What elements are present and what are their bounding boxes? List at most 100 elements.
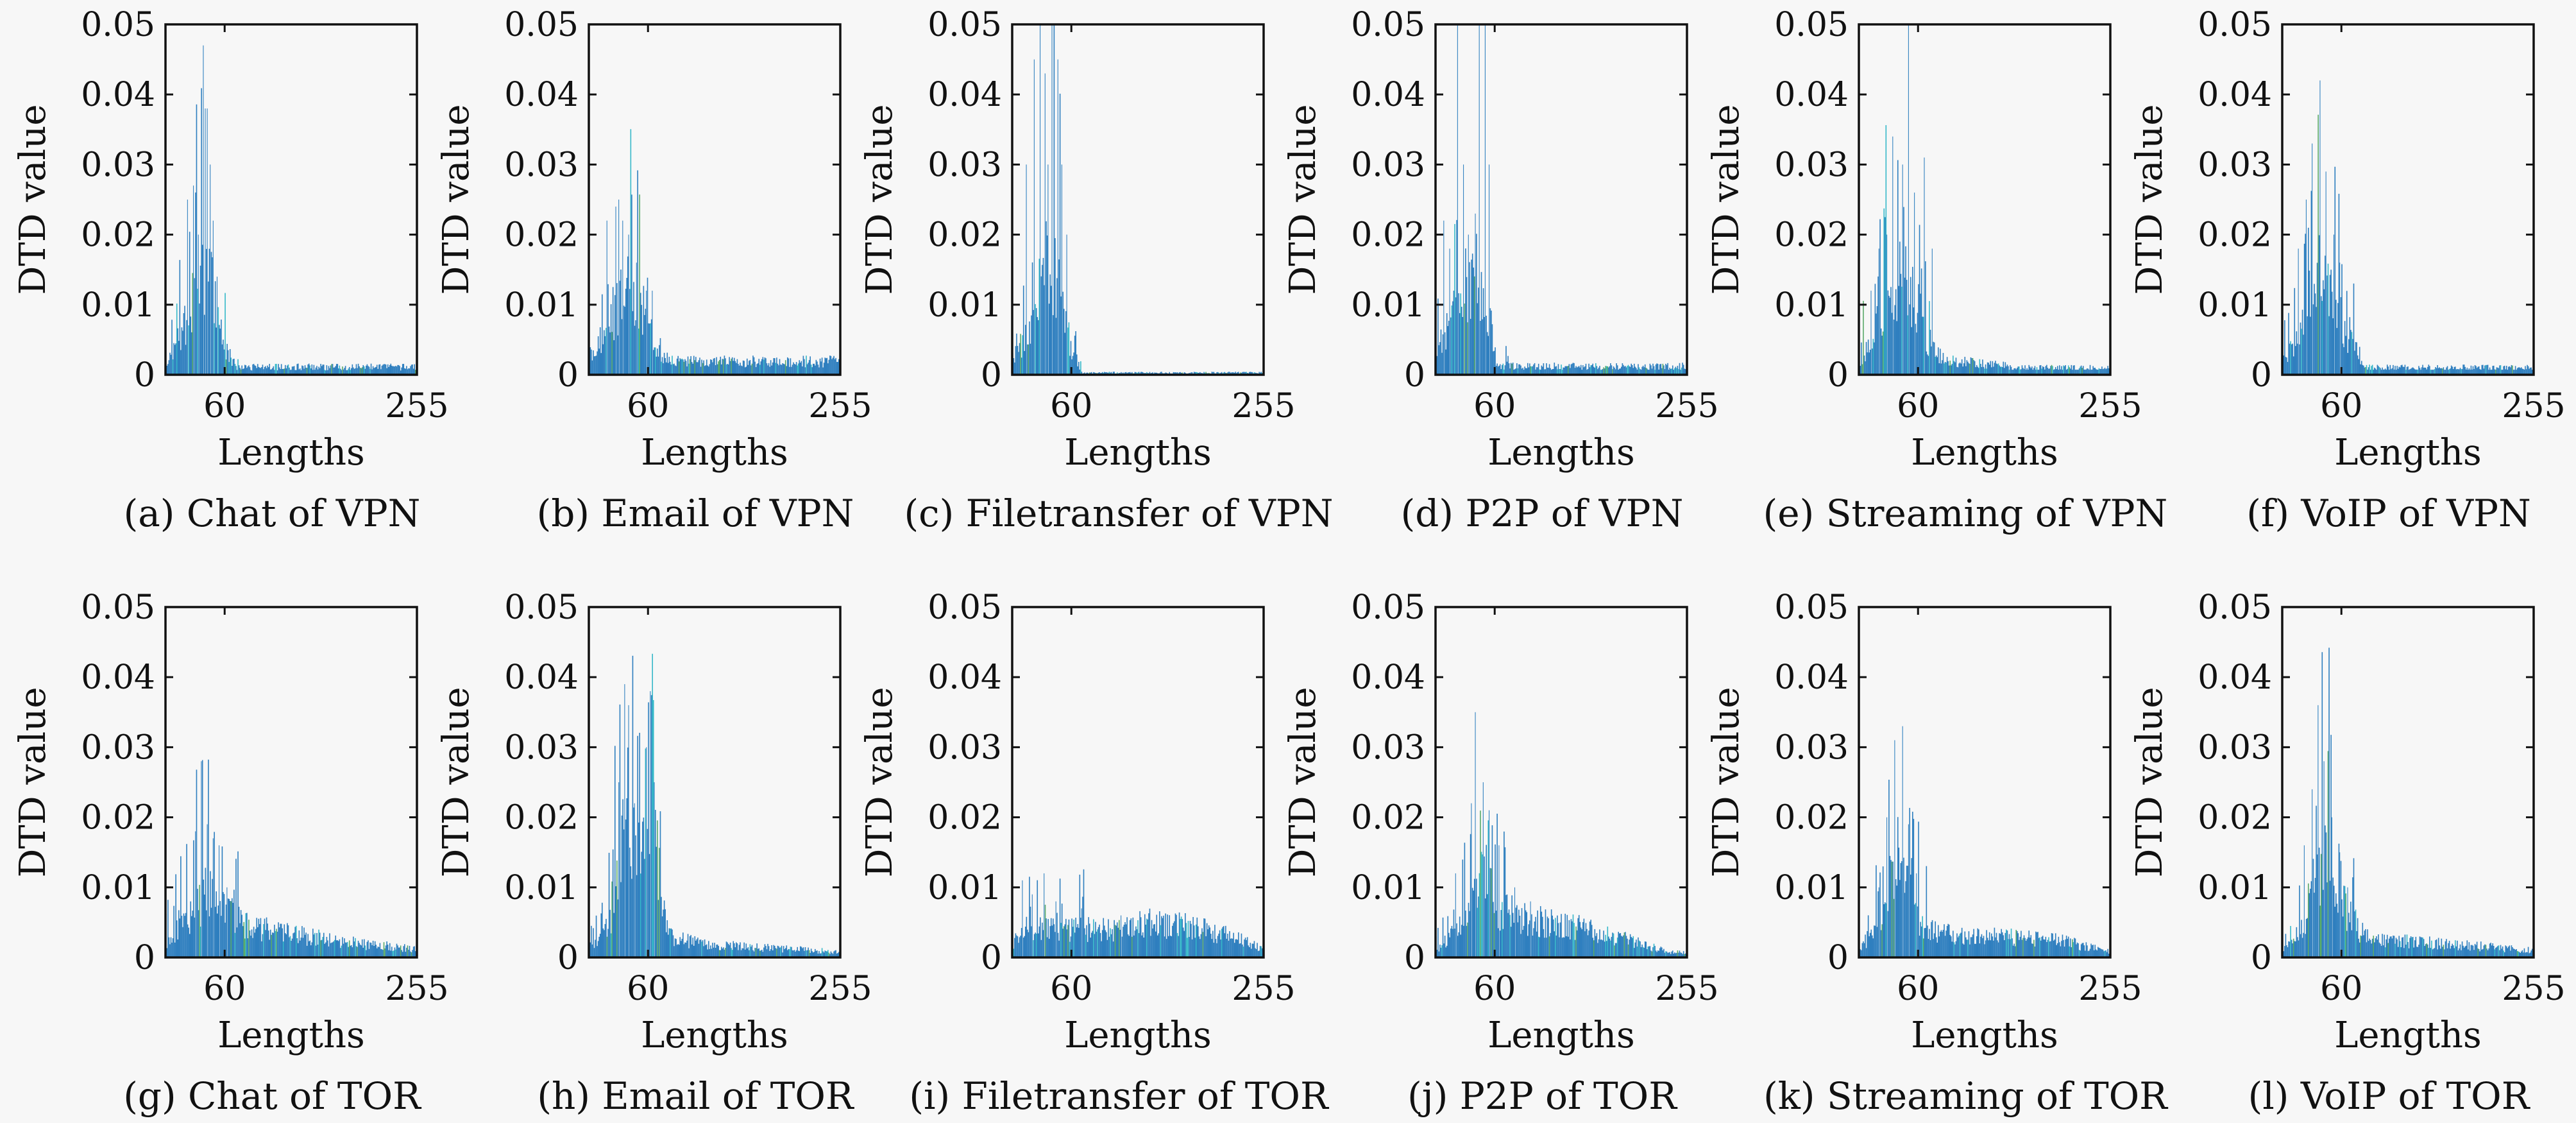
bar-109 — [1543, 929, 1545, 957]
bar-223 — [2078, 368, 2080, 375]
bar-197 — [783, 946, 784, 957]
y-tick-label: 0.01 — [1774, 286, 1849, 325]
bar-59 — [1070, 341, 1072, 375]
bar-185 — [1618, 370, 1619, 375]
bar-86 — [1520, 365, 1521, 375]
bar-135 — [1568, 364, 1570, 375]
bar-202 — [788, 358, 790, 375]
bar-30 — [618, 200, 620, 375]
x-axis-label: Lengths — [1487, 432, 1635, 474]
bar-46 — [210, 907, 212, 957]
bar-97 — [1954, 362, 1956, 375]
x-tick-label: 60 — [627, 970, 669, 1008]
bar-178 — [1611, 365, 1613, 375]
bar-23 — [188, 927, 189, 957]
bar-243 — [2521, 950, 2523, 957]
bar-17 — [182, 927, 183, 957]
bar-3 — [2285, 357, 2287, 375]
bar-77 — [241, 365, 242, 375]
bar-114 — [1124, 372, 1126, 375]
bar-80 — [1090, 372, 1092, 375]
bar-182 — [2038, 938, 2040, 957]
bar-68 — [1079, 874, 1081, 957]
bar-149 — [736, 363, 737, 375]
bar-166 — [2022, 368, 2024, 375]
bar-131 — [718, 361, 719, 375]
bar-182 — [2461, 941, 2463, 957]
bar-33 — [1891, 313, 1893, 375]
bar-177 — [2457, 369, 2458, 375]
bar-140 — [303, 927, 305, 957]
bar-59 — [223, 349, 225, 375]
bar-199 — [2478, 366, 2480, 375]
bar-176 — [1609, 366, 1611, 375]
bar-46 — [1057, 932, 1059, 957]
bar-179 — [2459, 369, 2460, 375]
bar-242 — [2521, 951, 2522, 957]
bar-237 — [1246, 372, 1247, 375]
bar-187 — [2466, 940, 2468, 957]
bar-211 — [797, 947, 798, 957]
bar-73 — [2354, 350, 2355, 375]
bar-19 — [2301, 920, 2302, 957]
bar-134 — [1567, 936, 1569, 957]
bar-114 — [701, 941, 702, 957]
bar-65 — [652, 350, 654, 375]
bar-177 — [2033, 939, 2035, 957]
bar-140 — [1573, 923, 1575, 957]
bar-26 — [191, 332, 192, 375]
bar-202 — [2481, 949, 2483, 957]
bar-238 — [2516, 950, 2518, 957]
bar-234 — [2089, 948, 2091, 957]
bar-105 — [269, 939, 271, 957]
bar-239 — [2094, 368, 2096, 375]
bar-80 — [1514, 887, 1516, 957]
bar-23 — [611, 332, 613, 375]
bar-245 — [2100, 948, 2102, 957]
bar-56 — [1914, 193, 1915, 375]
bar-141 — [1997, 942, 1999, 957]
bar-202 — [1211, 939, 1213, 957]
bar-108 — [2389, 370, 2390, 375]
bar-118 — [282, 928, 284, 957]
bar-147 — [1580, 364, 1582, 375]
bar-12 — [1024, 350, 1026, 375]
bar-102 — [2382, 369, 2384, 375]
bar-9 — [174, 942, 176, 957]
bar-204 — [790, 947, 792, 957]
bar-167 — [753, 951, 755, 957]
bar-121 — [1555, 918, 1556, 957]
bar-136 — [723, 359, 724, 375]
bar-137 — [1994, 363, 1996, 375]
y-tick-label: 0 — [557, 939, 579, 977]
bar-90 — [677, 944, 679, 957]
bar-109 — [696, 939, 698, 957]
bar-42 — [1053, 924, 1055, 957]
bar-187 — [2043, 367, 2045, 375]
bar-99 — [1956, 366, 1958, 375]
bar-108 — [1542, 366, 1543, 375]
bar-187 — [350, 945, 352, 957]
bar-76 — [1510, 927, 1512, 957]
bar-69 — [657, 348, 658, 375]
bar-253 — [838, 359, 840, 375]
bar-199 — [2478, 948, 2480, 957]
bar-103 — [1537, 910, 1538, 957]
bar-53 — [1911, 327, 1913, 375]
x-axis-label: Lengths — [641, 432, 788, 474]
bar-196 — [2052, 366, 2053, 375]
bar-67 — [1502, 364, 1503, 375]
bar-7 — [2289, 941, 2291, 957]
bar-207 — [369, 942, 371, 957]
bar-96 — [260, 368, 262, 375]
bar-205 — [1638, 364, 1639, 375]
bar-57 — [1915, 903, 1917, 957]
bar-8 — [1020, 936, 1021, 957]
bar-91 — [255, 366, 257, 375]
bar-227 — [389, 943, 391, 957]
y-tick-label: 0.01 — [504, 869, 579, 907]
bar-203 — [1212, 930, 1214, 957]
bar-187 — [773, 945, 775, 957]
bar-212 — [374, 367, 376, 375]
bar-2 — [167, 900, 169, 957]
